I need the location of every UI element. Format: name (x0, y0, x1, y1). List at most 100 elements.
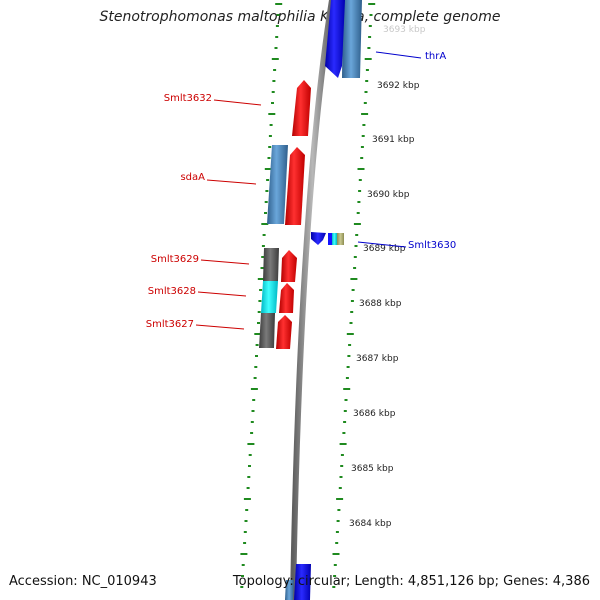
gene-thrA-block[interactable] (325, 0, 362, 78)
gene-thrA-outer[interactable] (342, 0, 362, 78)
gene-Smlt3629[interactable] (281, 250, 297, 282)
outer-tick (357, 201, 361, 203)
inner-tick (258, 300, 262, 302)
topology-text: Topology: circular; Length: 4,851,126 bp… (232, 574, 590, 589)
outer-tick (350, 300, 354, 302)
gene-label-thrA[interactable]: thrA (425, 51, 446, 62)
outer-tick (365, 80, 369, 82)
inner-tick (271, 91, 275, 93)
outer-tick (362, 124, 366, 126)
outer-tick (355, 234, 359, 236)
genome-backbone (290, 0, 335, 600)
gene-sdaA-steel[interactable] (267, 145, 288, 224)
outer-tick (332, 586, 336, 588)
leader-Smlt3629 (200, 259, 250, 265)
gene-bottom-blue[interactable] (294, 564, 311, 600)
gene-Smlt3630-cluster[interactable] (311, 232, 344, 245)
gene-sdaA[interactable] (285, 147, 305, 225)
inner-tick (248, 465, 251, 467)
gene-thrA-inner[interactable] (325, 0, 345, 78)
inner-tick (272, 80, 276, 82)
inner-tick (241, 575, 244, 577)
leader-sdaA (206, 179, 257, 185)
outer-tick (337, 509, 341, 511)
inner-tick (257, 322, 260, 324)
inner-tick (265, 190, 269, 192)
gene-Smlt3630-cyan[interactable] (332, 233, 337, 245)
inner-tick (267, 157, 271, 159)
outer-tick (365, 69, 369, 71)
gene-label-Smlt3627[interactable]: Smlt3627 (146, 319, 194, 330)
inner-tick (243, 542, 247, 544)
inner-tick (269, 124, 273, 126)
inner-tick (275, 36, 279, 38)
outer-tick (344, 399, 348, 401)
leader-thrA (375, 51, 422, 59)
inner-tick (247, 443, 255, 445)
outer-tick (335, 542, 339, 544)
gene-Smlt3628-cyan[interactable] (261, 281, 278, 313)
kbp-label: 3692 kbp (377, 81, 420, 91)
kbp-label: 3686 kbp (353, 409, 396, 419)
outer-tick (346, 333, 354, 335)
outer-tick (358, 179, 362, 181)
outer-tick (333, 575, 337, 577)
gene-bottom-steel[interactable] (285, 580, 294, 600)
inner-tick (262, 234, 266, 236)
gene-label-Smlt3632[interactable]: Smlt3632 (164, 93, 212, 104)
outer-tick (368, 3, 376, 5)
gene-label-Smlt3628[interactable]: Smlt3628 (148, 286, 196, 297)
inner-tick (252, 399, 256, 401)
outer-tick (360, 146, 364, 148)
outer-tick (335, 531, 339, 533)
inner-tick (261, 223, 269, 225)
outer-tick (338, 487, 342, 489)
inner-tick (245, 509, 249, 511)
inner-tick (241, 564, 245, 566)
outer-tick (350, 311, 354, 313)
inner-tick (254, 333, 262, 335)
inner-tick (257, 311, 261, 313)
outer-tick (333, 564, 337, 566)
gene-label-Smlt3629[interactable]: Smlt3629 (151, 254, 199, 265)
outer-tick (368, 36, 372, 38)
inner-tick (274, 47, 278, 49)
gene-Smlt3630-olive[interactable] (337, 233, 344, 245)
outer-tick (342, 432, 346, 434)
inner-tick (271, 102, 274, 104)
gene-label-sdaA[interactable]: sdaA (180, 172, 205, 183)
gene-label-Smlt3630[interactable]: Smlt3630 (408, 240, 456, 251)
leader-Smlt3627 (195, 324, 245, 330)
kbp-label: 3693 kbp (383, 25, 426, 35)
outer-tick (356, 212, 360, 214)
inner-tick (259, 289, 263, 291)
kbp-label: 3684 kbp (349, 519, 392, 529)
gene-Smlt3632[interactable] (292, 80, 311, 136)
inner-tick (257, 278, 265, 280)
inner-tick (243, 531, 247, 533)
kbp-label: 3688 kbp (359, 299, 402, 309)
inner-tick (268, 146, 272, 148)
outer-tick (364, 58, 372, 60)
outer-tick (340, 465, 344, 467)
outer-tick-track (332, 3, 376, 588)
outer-tick (353, 223, 361, 225)
outer-tick (368, 25, 372, 27)
gene-Smlt3627[interactable] (276, 315, 292, 349)
gene-Smlt3628[interactable] (279, 283, 294, 313)
outer-tick (350, 278, 358, 280)
inner-tick (266, 179, 270, 181)
inner-tick (250, 388, 258, 390)
kbp-label: 3689 kbp (363, 244, 406, 254)
gene-Smlt3630-blue[interactable] (311, 232, 326, 245)
inner-tick (275, 25, 279, 27)
kbp-label: 3685 kbp (351, 464, 394, 474)
leader-Smlt3630 (357, 241, 407, 248)
inner-tick (273, 69, 277, 71)
gene-Smlt3627-gray[interactable] (259, 313, 275, 348)
inner-tick (248, 454, 252, 456)
inner-tick (253, 377, 257, 379)
gene-Smlt3629-gray[interactable] (263, 248, 279, 281)
gene-Smlt3630-blue2[interactable] (328, 233, 332, 245)
